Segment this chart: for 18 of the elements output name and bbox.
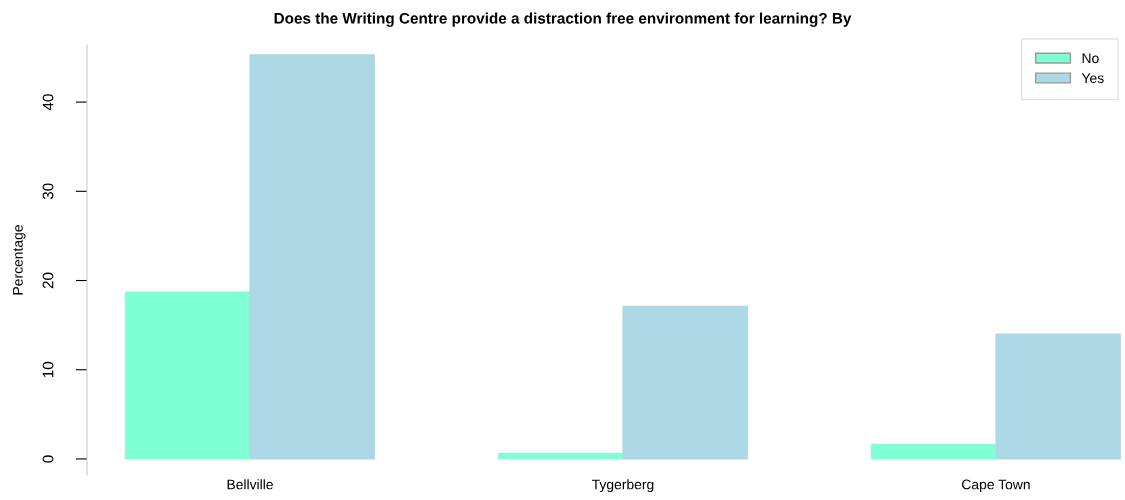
bar xyxy=(995,333,1121,460)
bar xyxy=(249,54,375,460)
chart-title: Does the Writing Centre provide a distraction free environment for learning? By xyxy=(274,12,852,27)
y-tick-label: 20 xyxy=(42,272,54,289)
y-tick-label: 40 xyxy=(42,94,54,111)
y-tick-label: 10 xyxy=(42,361,54,378)
x-tick-label: Bellville xyxy=(227,479,273,490)
bar xyxy=(125,291,251,460)
x-tick-label: Tygerberg xyxy=(592,479,654,493)
y-axis-title: Percentage xyxy=(13,225,26,295)
bar xyxy=(871,444,997,460)
bar xyxy=(498,453,624,460)
bar xyxy=(622,305,748,460)
x-tick-label: Cape Town xyxy=(962,479,1030,493)
y-tick-label: 0 xyxy=(42,455,54,463)
legend-label: Yes xyxy=(1081,73,1104,84)
legend-label: No xyxy=(1082,53,1099,64)
y-tick-label: 30 xyxy=(42,183,54,200)
